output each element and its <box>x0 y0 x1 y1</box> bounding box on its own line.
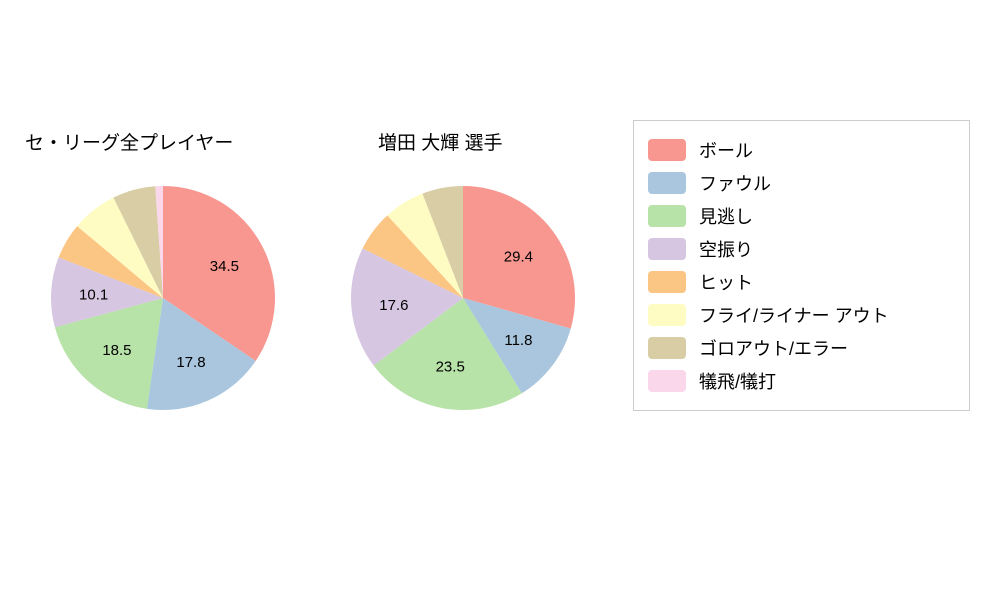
legend-label: 見逃し <box>699 206 753 227</box>
right-pie-chart: 29.4 11.8 23.5 17.6 <box>351 186 576 410</box>
legend-swatch-fly-liner-out <box>648 303 686 326</box>
legend-item-ball: ボール <box>648 133 969 166</box>
legend-swatch-groundout-error <box>648 336 686 359</box>
pie-slice <box>155 186 163 298</box>
pie-slice <box>163 186 275 361</box>
legend-swatch-foul <box>648 171 686 194</box>
pie-slice <box>351 248 463 366</box>
pie-slice <box>373 298 522 410</box>
legend-label: フライ/ライナー アウト <box>699 305 889 326</box>
legend-box: ボール ファウル 見逃し 空振り ヒット フライ/ライナー アウト ゴロアウト/… <box>633 120 970 411</box>
pie-slice <box>463 298 571 394</box>
left-pie-title: セ・リーグ全プレイヤー <box>25 133 234 154</box>
legend-swatch-sacrifice <box>648 369 686 392</box>
legend-label: 空振り <box>699 239 753 260</box>
legend-item-fly-liner-out: フライ/ライナー アウト <box>648 298 969 331</box>
legend-label: ファウル <box>699 173 771 194</box>
pie-slice <box>362 215 463 298</box>
pie-slice <box>463 186 576 329</box>
legend-swatch-ball <box>648 138 686 161</box>
pie-value-label: 29.4 <box>504 248 533 265</box>
right-pie-title: 増田 大輝 選手 <box>378 133 503 154</box>
pie-slice <box>146 298 256 410</box>
legend-item-foul: ファウル <box>648 166 969 199</box>
pie-value-label: 18.5 <box>102 342 131 359</box>
pie-slice <box>422 186 463 298</box>
left-pie-chart: 34.5 17.8 18.5 10.1 <box>51 186 275 410</box>
pie-value-label: 10.1 <box>79 287 108 304</box>
legend-item-groundout-error: ゴロアウト/エラー <box>648 331 969 364</box>
pie-slice <box>387 193 463 298</box>
legend-item-swing-miss: 空振り <box>648 232 969 265</box>
pie-slice <box>113 186 163 298</box>
pie-value-label: 11.8 <box>504 332 532 349</box>
pie-slice <box>77 197 163 298</box>
legend-label: ゴロアウト/エラー <box>699 338 849 359</box>
legend-item-hit: ヒット <box>648 265 969 298</box>
pie-value-label: 17.8 <box>176 354 205 371</box>
legend-label: ボール <box>699 140 753 161</box>
legend-swatch-called <box>648 204 686 227</box>
legend-label: ヒット <box>699 272 753 293</box>
legend-item-called: 見逃し <box>648 199 969 232</box>
pie-slice <box>54 298 163 409</box>
legend-swatch-swing-miss <box>648 237 686 260</box>
pie-value-label: 23.5 <box>436 359 465 376</box>
legend-swatch-hit <box>648 270 686 293</box>
pie-value-label: 34.5 <box>210 258 239 275</box>
pie-slice <box>58 226 163 298</box>
legend-item-sacrifice: 犠飛/犠打 <box>648 364 969 397</box>
legend-label: 犠飛/犠打 <box>699 371 777 392</box>
pie-slice <box>51 257 163 328</box>
pie-value-label: 17.6 <box>379 297 408 314</box>
